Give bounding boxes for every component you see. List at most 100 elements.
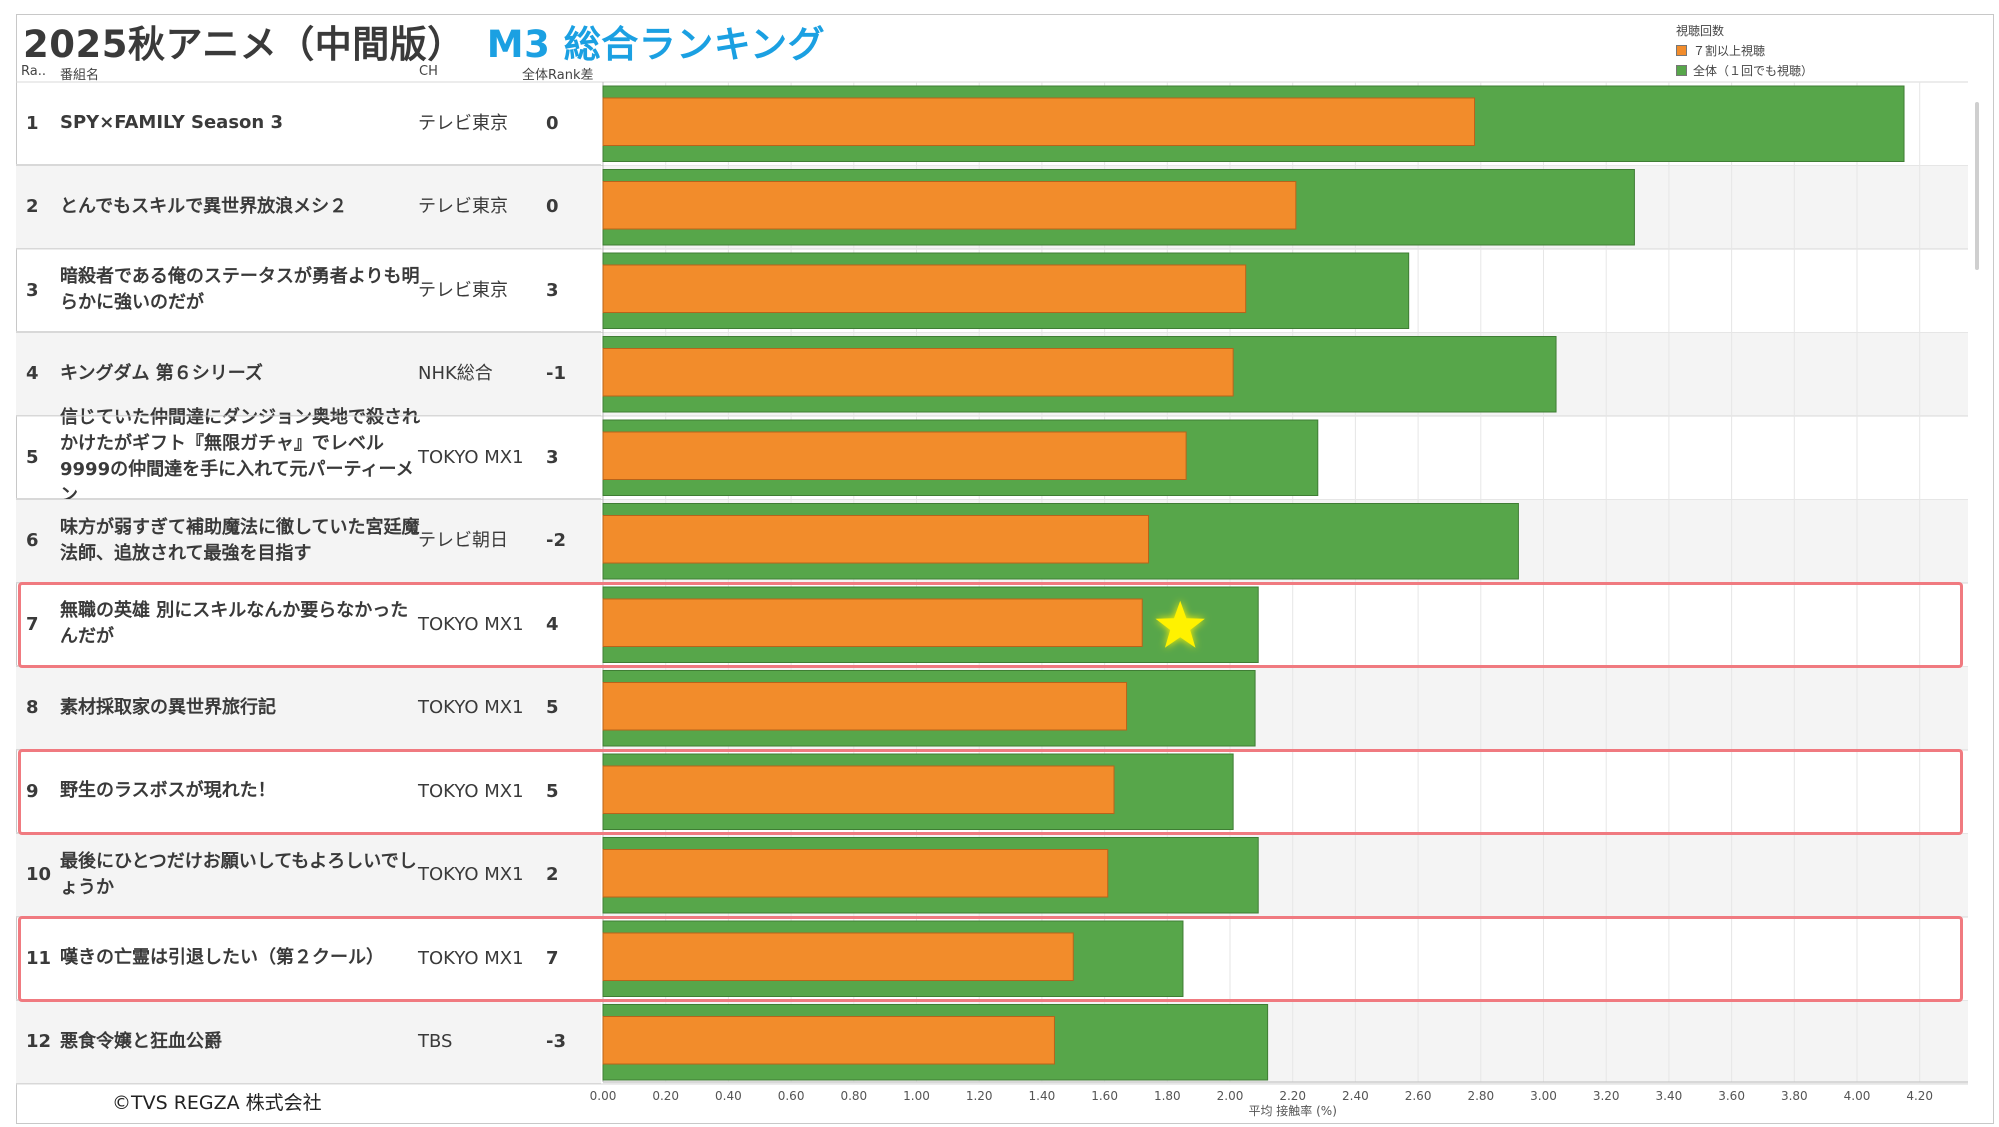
- row-program-name: とんでもスキルで異世界放浪メシ２: [60, 195, 348, 217]
- row-rank: 8: [26, 697, 39, 718]
- table-row[interactable]: 4 キングダム 第６シリーズ NHK総合 -1: [16, 332, 601, 416]
- highlight-box-rank-11: [18, 916, 1963, 1002]
- table-row[interactable]: 8 素材採取家の異世界旅行記 TOKYO MX1 5: [16, 666, 601, 750]
- row-channel: NHK総合: [418, 363, 493, 384]
- row-channel: テレビ東京: [418, 112, 508, 134]
- row-channel: TOKYO MX1: [418, 864, 524, 885]
- row-rank-diff: 2: [546, 864, 559, 885]
- bar-70pct-2[interactable]: [602, 181, 1297, 230]
- row-channel: TOKYO MX1: [418, 446, 524, 468]
- row-rank: 3: [26, 279, 39, 301]
- x-tick-label: 0.60: [778, 1089, 805, 1103]
- table-row[interactable]: 2 とんでもスキルで異世界放浪メシ２ テレビ東京 0: [16, 165, 601, 249]
- row-rank-diff: 5: [546, 697, 559, 718]
- bar-70pct-9[interactable]: [602, 765, 1115, 814]
- legend: 視聴回数 ７割以上視聴 全体（１回でも視聴）: [1676, 22, 1813, 79]
- row-rank-diff: 0: [546, 196, 559, 217]
- x-tick-label: 0.00: [590, 1089, 617, 1103]
- bar-70pct-6[interactable]: [602, 515, 1149, 564]
- x-axis-label: 平均 接触率 (%): [1248, 1103, 1336, 1118]
- table-row[interactable]: 6 味方が弱すぎて補助魔法に徹していた宮廷魔法師、追放されて最強を目指す テレビ朝日…: [16, 499, 601, 583]
- column-header-rank[interactable]: Ra..: [21, 64, 46, 79]
- legend-item-total[interactable]: 全体（１回でも視聴）: [1676, 62, 1813, 79]
- row-channel: テレビ東京: [418, 196, 508, 217]
- x-tick-label: 1.80: [1154, 1089, 1181, 1103]
- row-rank-diff: -3: [546, 1031, 566, 1052]
- x-tick-label: 3.40: [1656, 1089, 1683, 1103]
- bar-70pct-7[interactable]: [602, 598, 1143, 647]
- highlight-box-rank-7: [18, 582, 1963, 668]
- row-rank-diff: 5: [546, 780, 559, 802]
- row-rank: 5: [26, 446, 39, 468]
- table-row[interactable]: 11 嘆きの亡霊は引退したい（第２クール） TOKYO MX1 7: [16, 917, 601, 1000]
- row-program-name: 無職の英雄 別にスキルなんか要らなかったんだが: [60, 600, 409, 647]
- copyright: ©TVS REGZA 株式会社: [112, 1092, 322, 1114]
- table-row[interactable]: 3 暗殺者である俺のステータスが勇者よりも明らかに強いのだが テレビ東京 3: [16, 249, 601, 332]
- row-channel: TOKYO MX1: [418, 697, 524, 718]
- row-rank-diff: -2: [546, 530, 566, 551]
- row-channel: テレビ朝日: [418, 530, 508, 551]
- bar-70pct-3[interactable]: [602, 264, 1247, 313]
- row-channel: テレビ東京: [418, 279, 508, 301]
- table-row[interactable]: 12 悪食令嬢と狂血公爵 TBS -3: [16, 1000, 601, 1084]
- x-tick-label: 3.00: [1530, 1089, 1557, 1103]
- row-rank: 2: [26, 196, 39, 217]
- table-row[interactable]: 10 最後にひとつだけお願いしてもよろしいでしょうか TOKYO MX1 2: [16, 833, 601, 917]
- row-rank: 11: [26, 947, 52, 969]
- row-rank: 1: [26, 112, 39, 134]
- x-tick-label: 3.80: [1781, 1089, 1808, 1103]
- x-tick-label: 0.40: [715, 1089, 742, 1103]
- row-rank-diff: 0: [546, 112, 559, 134]
- row-channel: TBS: [418, 1031, 453, 1052]
- x-tick-label: 0.20: [652, 1089, 679, 1103]
- bar-70pct-4[interactable]: [602, 348, 1234, 397]
- bar-70pct-11[interactable]: [602, 932, 1074, 981]
- chart-title: 2025秋アニメ（中間版） M3 総合ランキング: [23, 14, 825, 68]
- row-channel: TOKYO MX1: [418, 613, 524, 635]
- bar-70pct-1[interactable]: [602, 97, 1476, 146]
- x-tick-label: 1.60: [1091, 1089, 1118, 1103]
- x-tick-label: 2.20: [1279, 1089, 1306, 1103]
- row-program-name: 最後にひとつだけお願いしてもよろしいでしょうか: [60, 850, 417, 898]
- x-tick-label: 2.40: [1342, 1089, 1369, 1103]
- x-tick-label: 3.20: [1593, 1089, 1620, 1103]
- x-tick-label: 3.60: [1718, 1089, 1745, 1103]
- row-rank: 10: [26, 864, 52, 885]
- bar-70pct-5[interactable]: [602, 431, 1187, 480]
- row-rank: 7: [26, 613, 39, 635]
- legend-title: 視聴回数: [1676, 24, 1725, 38]
- row-channel: TOKYO MX1: [418, 947, 524, 969]
- row-rank-diff: 3: [546, 279, 559, 301]
- highlight-box-rank-9: [18, 749, 1963, 835]
- row-rank: 9: [26, 780, 39, 802]
- column-header-ch[interactable]: CH: [419, 64, 438, 79]
- row-program-name: SPY×FAMILY Season 3: [60, 112, 284, 133]
- row-program-name: 味方が弱すぎて補助魔法に徹していた宮廷魔法師、追放されて最強を目指す: [60, 516, 420, 564]
- x-tick-label: 1.20: [966, 1089, 993, 1103]
- column-header-rank-diff[interactable]: 全体Rank差: [522, 68, 594, 83]
- scrollbar-thumb[interactable]: [1975, 102, 1979, 270]
- legend-item-70pct[interactable]: ７割以上視聴: [1676, 42, 1813, 59]
- row-program-name: キングダム 第６シリーズ: [60, 362, 263, 384]
- row-program-name: 嘆きの亡霊は引退したい（第２クール）: [60, 947, 384, 968]
- x-tick-label: 1.00: [903, 1089, 930, 1103]
- row-rank-diff: 4: [546, 613, 559, 635]
- bar-70pct-10[interactable]: [602, 849, 1109, 898]
- row-program-name: 悪食令嬢と狂血公爵: [60, 1030, 222, 1052]
- row-rank: 6: [26, 530, 39, 551]
- table-row[interactable]: 1 SPY×FAMILY Season 3 テレビ東京 0: [16, 82, 601, 165]
- star-icon: [1155, 600, 1205, 648]
- column-header-name[interactable]: 番組名: [60, 68, 100, 83]
- legend-label: ７割以上視聴: [1693, 44, 1766, 58]
- bar-70pct-8[interactable]: [602, 682, 1128, 731]
- row-program-name: 素材採取家の異世界旅行記: [60, 696, 276, 718]
- bar-70pct-12[interactable]: [602, 1016, 1055, 1065]
- x-tick-label: 2.00: [1217, 1089, 1244, 1103]
- row-program-name: 野生のラスボスが現れた！: [60, 780, 276, 801]
- legend-label: 全体（１回でも視聴）: [1693, 64, 1814, 78]
- row-rank-diff: 7: [546, 947, 559, 969]
- x-tick-label: 2.60: [1405, 1089, 1432, 1103]
- row-rank-diff: -1: [546, 363, 566, 384]
- row-rank-diff: 3: [546, 446, 559, 468]
